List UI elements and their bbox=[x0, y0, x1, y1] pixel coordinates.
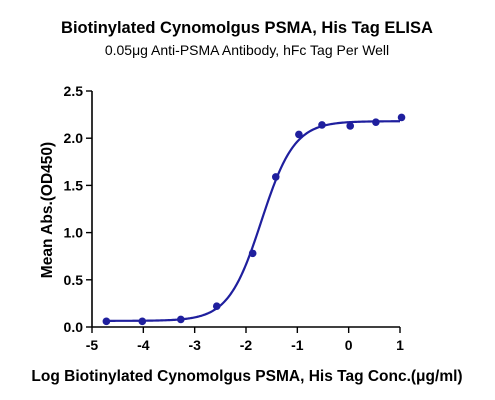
data-point bbox=[397, 113, 406, 122]
x-tick-label: -4 bbox=[137, 337, 150, 353]
data-point bbox=[212, 302, 221, 311]
y-tick-label: 2.5 bbox=[64, 83, 84, 99]
data-point bbox=[372, 118, 380, 126]
x-tick-label: -3 bbox=[188, 337, 201, 353]
chart-title: Biotinylated Cynomolgus PSMA, His Tag EL… bbox=[61, 19, 433, 37]
y-axis-label: Mean Abs.(OD450) bbox=[39, 142, 56, 278]
x-tick-label: -1 bbox=[291, 337, 304, 353]
chart-subtitle: 0.05μg Anti-PSMA Antibody, hFc Tag Per W… bbox=[105, 42, 389, 58]
y-axis-ticks: 0.0 0.5 1.0 1.5 2.0 2.5 bbox=[64, 83, 92, 335]
x-axis-label: Log Biotinylated Cynomolgus PSMA, His Ta… bbox=[31, 368, 462, 385]
x-axis-ticks: -5 -4 -3 -2 -1 0 1 bbox=[86, 327, 404, 353]
data-point bbox=[271, 173, 280, 181]
x-tick-label: 1 bbox=[396, 337, 404, 353]
fit-curve bbox=[107, 120, 401, 322]
y-tick-label: 0.5 bbox=[64, 272, 84, 288]
x-tick-label: -2 bbox=[240, 337, 253, 353]
x-tick-label: -5 bbox=[86, 337, 99, 353]
data-point bbox=[177, 315, 185, 324]
data-point bbox=[138, 317, 147, 326]
data-points bbox=[102, 113, 406, 326]
y-tick-label: 1.0 bbox=[64, 225, 84, 241]
data-point bbox=[102, 317, 111, 326]
y-tick-label: 2.0 bbox=[64, 130, 84, 146]
data-point bbox=[318, 121, 326, 129]
x-tick-label: 0 bbox=[345, 337, 353, 353]
y-tick-label: 0.0 bbox=[64, 319, 84, 335]
data-point bbox=[248, 249, 257, 258]
y-tick-label: 1.5 bbox=[64, 177, 84, 193]
data-point bbox=[346, 122, 355, 130]
data-point bbox=[295, 130, 303, 139]
